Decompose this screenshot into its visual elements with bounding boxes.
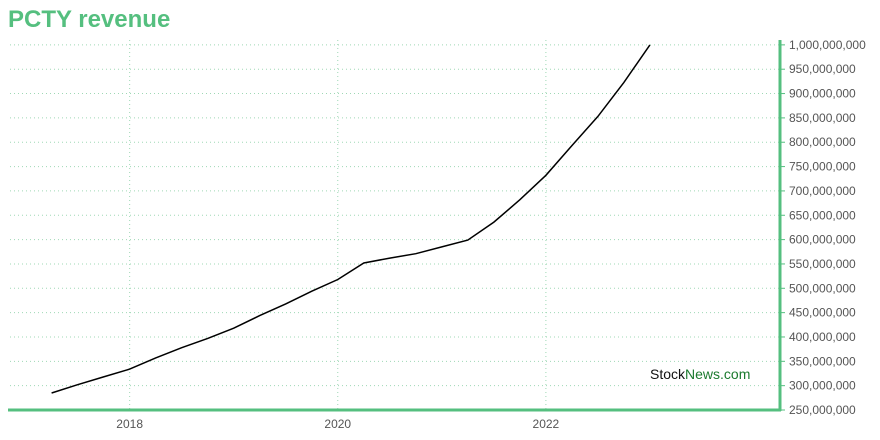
y-tick-label: 1,000,000,000 (789, 38, 866, 52)
axes (8, 40, 785, 412)
y-tick-label: 650,000,000 (789, 208, 856, 222)
stocknews-watermark: StockNews.com (650, 366, 750, 382)
chart-title: PCTY revenue (8, 6, 171, 33)
y-tick-label: 500,000,000 (789, 281, 856, 295)
y-tick-label: 750,000,000 (789, 160, 856, 174)
y-tick-label: 400,000,000 (789, 330, 856, 344)
x-axis-tick-labels: 2018 2020 2022 (116, 417, 559, 431)
grid-lines (10, 40, 780, 411)
y-tick-label: 300,000,000 (789, 379, 856, 393)
watermark-part1: Stock (650, 366, 686, 382)
y-tick-label: 350,000,000 (789, 354, 856, 368)
y-tick-label: 800,000,000 (789, 135, 856, 149)
y-axis-tick-labels: 250,000,000 300,000,000 350,000,000 400,000… (789, 38, 866, 417)
y-tick-label: 950,000,000 (789, 62, 856, 76)
x-tick-label: 2022 (533, 417, 560, 431)
y-tick-label: 550,000,000 (789, 257, 856, 271)
y-tick-label: 900,000,000 (789, 87, 856, 101)
x-tick-label: 2018 (116, 417, 143, 431)
y-tick-label: 600,000,000 (789, 233, 856, 247)
y-tick-label: 850,000,000 (789, 111, 856, 125)
data-points (52, 45, 650, 393)
y-tick-label: 700,000,000 (789, 184, 856, 198)
revenue-series-line (51, 44, 651, 394)
x-tick-label: 2020 (324, 417, 351, 431)
y-tick-label: 250,000,000 (789, 403, 856, 417)
watermark-part2: News.com (685, 366, 750, 382)
y-tick-label: 450,000,000 (789, 306, 856, 320)
